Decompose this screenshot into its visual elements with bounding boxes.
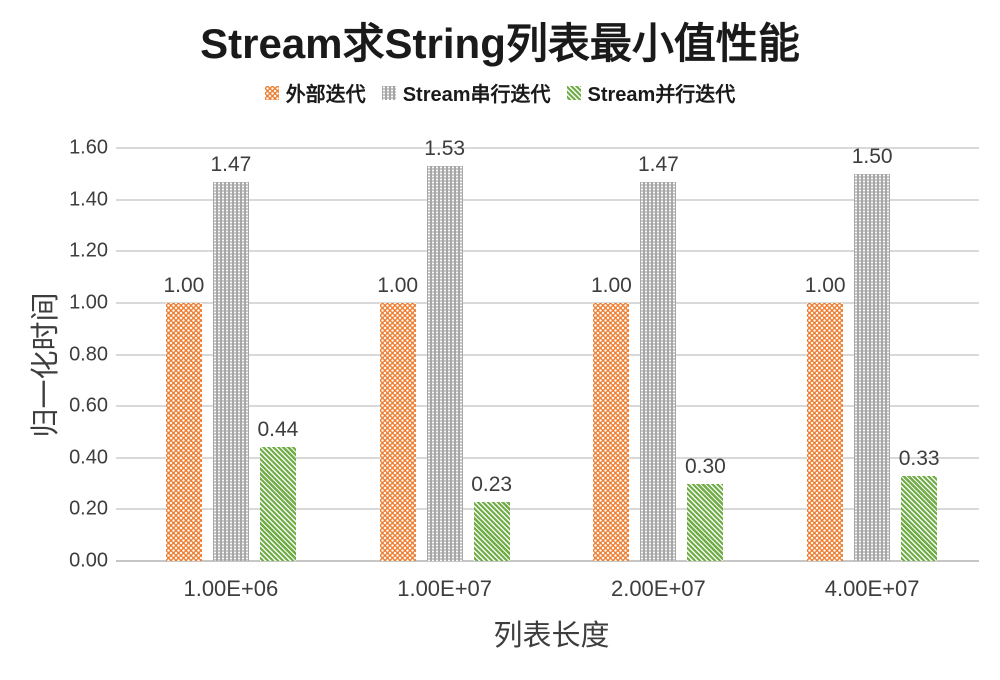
bar-groups: 1.00 1.47 0.44 1.00 1.53 0.23 1.00 1.47 0.30 1.00… xyxy=(124,137,979,561)
x-tick-label: 4.00E+07 xyxy=(824,576,920,601)
chart-title: Stream求String列表最小值性能 xyxy=(200,20,800,67)
y-tick-label: 1.40 xyxy=(69,188,108,211)
x-axis-line xyxy=(116,560,979,562)
legend-label: Stream串行迭代 xyxy=(402,84,551,106)
bar: 1.00 xyxy=(805,274,846,561)
legend: 外部迭代 Stream串行迭代 Stream并行迭代 xyxy=(0,78,1000,107)
y-tick-label: 1.00 xyxy=(69,291,108,314)
legend-item: Stream串行迭代 xyxy=(381,78,551,107)
bar-value-label: 0.30 xyxy=(684,454,726,478)
y-tick-label: 0.80 xyxy=(69,343,108,365)
bar: 1.53 xyxy=(424,137,465,561)
bar-group: 1.00 1.47 0.30 xyxy=(552,148,766,561)
legend-item: 外部迭代 xyxy=(264,78,366,107)
bar: 1.47 xyxy=(638,153,679,561)
bar-value-label: 1.00 xyxy=(377,273,419,297)
bar-value-label: 1.47 xyxy=(637,152,679,176)
x-axis-title: 列表长度 xyxy=(493,620,610,652)
bar-value-label: 1.53 xyxy=(424,137,466,161)
gridline xyxy=(116,198,979,201)
gridline xyxy=(116,250,979,253)
bar: 1.00 xyxy=(591,274,632,561)
bar-value-label: 0.44 xyxy=(257,418,299,442)
bar-value-label: 0.33 xyxy=(898,446,940,470)
legend-swatch-icon xyxy=(566,85,581,100)
legend-label: Stream并行迭代 xyxy=(587,84,736,106)
gridline xyxy=(116,405,979,408)
x-tick-label: 1.00E+07 xyxy=(397,576,493,601)
gridline xyxy=(116,147,979,149)
y-tick-label: 0.00 xyxy=(69,549,108,572)
bar: 0.23 xyxy=(471,473,512,561)
y-tick-label: 0.20 xyxy=(69,497,108,520)
legend-label: 外部迭代 xyxy=(285,84,366,106)
y-tick-label: 0.40 xyxy=(69,446,108,469)
bar: 1.47 xyxy=(210,153,251,561)
y-axis-title: 归一化时间 xyxy=(30,292,62,438)
plot-area: 0.00 0.20 0.40 0.60 0.80 1.00 1.20 1.40 1.60 1.00… xyxy=(69,137,979,572)
gridline xyxy=(116,353,979,356)
legend-swatch-icon xyxy=(381,85,396,100)
bar-value-label: 1.47 xyxy=(210,152,252,176)
bar: 1.00 xyxy=(377,274,418,561)
y-tick-label: 0.60 xyxy=(69,394,108,417)
x-axis-ticks: 1.00E+06 1.00E+07 2.00E+07 4.00E+07 xyxy=(124,576,979,602)
bar-value-label: 1.00 xyxy=(163,273,205,297)
bar-group: 1.00 1.53 0.23 xyxy=(338,137,552,561)
x-tick-label: 1.00E+06 xyxy=(183,576,279,601)
bar: 0.44 xyxy=(257,418,298,561)
bar-group: 1.00 1.47 0.44 xyxy=(124,148,338,561)
gridline xyxy=(116,508,979,511)
gridline xyxy=(116,301,979,304)
y-tick-label: 1.60 xyxy=(69,136,108,159)
legend-item: Stream并行迭代 xyxy=(566,78,736,107)
bar-value-label: 0.23 xyxy=(471,472,513,496)
bar-value-label: 1.50 xyxy=(851,144,893,168)
bar: 0.33 xyxy=(899,447,940,561)
bar: 0.30 xyxy=(685,455,726,561)
x-tick-label: 2.00E+07 xyxy=(610,576,706,601)
gridline xyxy=(116,456,979,459)
bar: 1.00 xyxy=(163,274,204,561)
legend-swatch-icon xyxy=(264,85,279,100)
bar: 1.50 xyxy=(852,145,893,561)
bar-value-label: 1.00 xyxy=(590,273,632,297)
bar-value-label: 1.00 xyxy=(804,273,846,297)
y-tick-label: 1.20 xyxy=(69,239,108,262)
bar-group: 1.00 1.50 0.33 xyxy=(765,145,979,561)
